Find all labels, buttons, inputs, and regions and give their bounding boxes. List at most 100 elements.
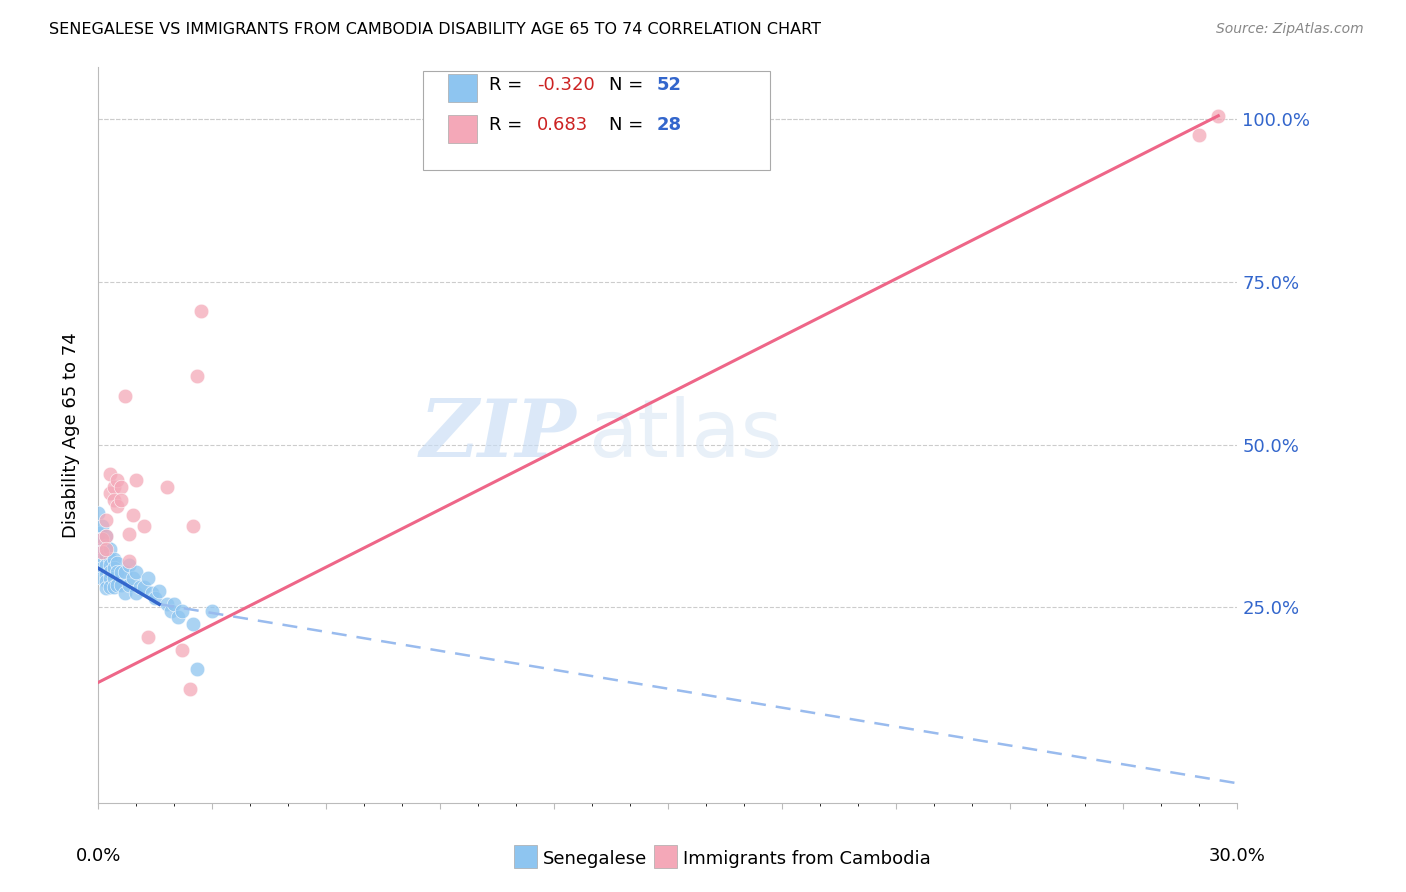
- Point: [167, 610, 190, 624]
- Point: [98, 541, 121, 556]
- Point: [107, 577, 129, 591]
- Bar: [654, 846, 676, 868]
- Point: [179, 681, 201, 696]
- Text: N =: N =: [609, 116, 648, 134]
- Point: [156, 480, 179, 494]
- Point: [107, 556, 129, 570]
- Text: R =: R =: [489, 116, 534, 134]
- Point: [110, 577, 132, 591]
- Point: [91, 541, 114, 556]
- Point: [91, 551, 114, 566]
- Point: [118, 577, 141, 591]
- Point: [91, 561, 114, 575]
- Point: [87, 506, 110, 520]
- Point: [98, 467, 121, 481]
- Point: [94, 567, 117, 582]
- Text: Source: ZipAtlas.com: Source: ZipAtlas.com: [1216, 22, 1364, 37]
- Point: [103, 571, 125, 585]
- Point: [118, 527, 141, 541]
- Point: [94, 512, 117, 526]
- Point: [121, 571, 143, 585]
- Text: 0.0%: 0.0%: [76, 847, 121, 865]
- Point: [110, 565, 132, 579]
- Point: [125, 474, 148, 488]
- Point: [98, 558, 121, 573]
- Point: [118, 558, 141, 573]
- Point: [94, 549, 117, 563]
- Point: [98, 571, 121, 585]
- Point: [98, 565, 121, 579]
- Bar: [449, 74, 477, 103]
- Point: [145, 591, 167, 605]
- Bar: [515, 846, 537, 868]
- Point: [110, 480, 132, 494]
- Point: [114, 389, 136, 403]
- Text: 28: 28: [657, 116, 682, 134]
- Point: [94, 541, 117, 556]
- Y-axis label: Disability Age 65 to 74: Disability Age 65 to 74: [62, 332, 80, 538]
- Point: [190, 304, 212, 318]
- Point: [141, 586, 163, 600]
- Point: [163, 597, 186, 611]
- Point: [148, 584, 170, 599]
- Point: [94, 574, 117, 589]
- Point: [125, 565, 148, 579]
- Point: [103, 561, 125, 575]
- Point: [186, 369, 208, 384]
- Point: [107, 500, 129, 514]
- Point: [125, 586, 148, 600]
- Point: [91, 532, 114, 546]
- Point: [87, 525, 110, 540]
- Text: Immigrants from Cambodia: Immigrants from Cambodia: [683, 850, 931, 868]
- Point: [103, 551, 125, 566]
- Point: [98, 486, 121, 500]
- Point: [94, 529, 117, 543]
- Point: [170, 642, 193, 657]
- Point: [136, 630, 159, 644]
- Point: [159, 604, 181, 618]
- Point: [98, 580, 121, 594]
- Text: ZIP: ZIP: [420, 396, 576, 474]
- Text: 52: 52: [657, 76, 682, 94]
- Point: [91, 519, 114, 533]
- Point: [94, 529, 117, 543]
- Text: -0.320: -0.320: [537, 76, 595, 94]
- Point: [118, 553, 141, 567]
- Point: [87, 549, 110, 563]
- Point: [91, 571, 114, 585]
- Point: [98, 551, 121, 566]
- Point: [183, 616, 205, 631]
- Point: [186, 662, 208, 676]
- Point: [1208, 109, 1230, 123]
- Point: [156, 597, 179, 611]
- Point: [91, 532, 114, 546]
- Point: [132, 519, 155, 533]
- Text: Senegalese: Senegalese: [543, 850, 647, 868]
- Point: [103, 580, 125, 594]
- Point: [91, 545, 114, 559]
- Text: 0.683: 0.683: [537, 116, 588, 134]
- Point: [103, 480, 125, 494]
- Point: [114, 586, 136, 600]
- Bar: [449, 115, 477, 143]
- Point: [94, 581, 117, 595]
- Point: [1188, 128, 1211, 143]
- Point: [114, 565, 136, 579]
- Point: [103, 493, 125, 508]
- Point: [94, 539, 117, 553]
- Point: [107, 474, 129, 488]
- Text: N =: N =: [609, 76, 648, 94]
- FancyBboxPatch shape: [423, 70, 770, 170]
- Point: [201, 604, 224, 618]
- Point: [121, 508, 143, 522]
- Point: [94, 558, 117, 573]
- Point: [170, 604, 193, 618]
- Point: [132, 580, 155, 594]
- Point: [129, 580, 152, 594]
- Point: [136, 571, 159, 585]
- Point: [183, 519, 205, 533]
- Point: [110, 493, 132, 508]
- Text: R =: R =: [489, 76, 529, 94]
- Text: SENEGALESE VS IMMIGRANTS FROM CAMBODIA DISABILITY AGE 65 TO 74 CORRELATION CHART: SENEGALESE VS IMMIGRANTS FROM CAMBODIA D…: [49, 22, 821, 37]
- Text: atlas: atlas: [588, 396, 783, 474]
